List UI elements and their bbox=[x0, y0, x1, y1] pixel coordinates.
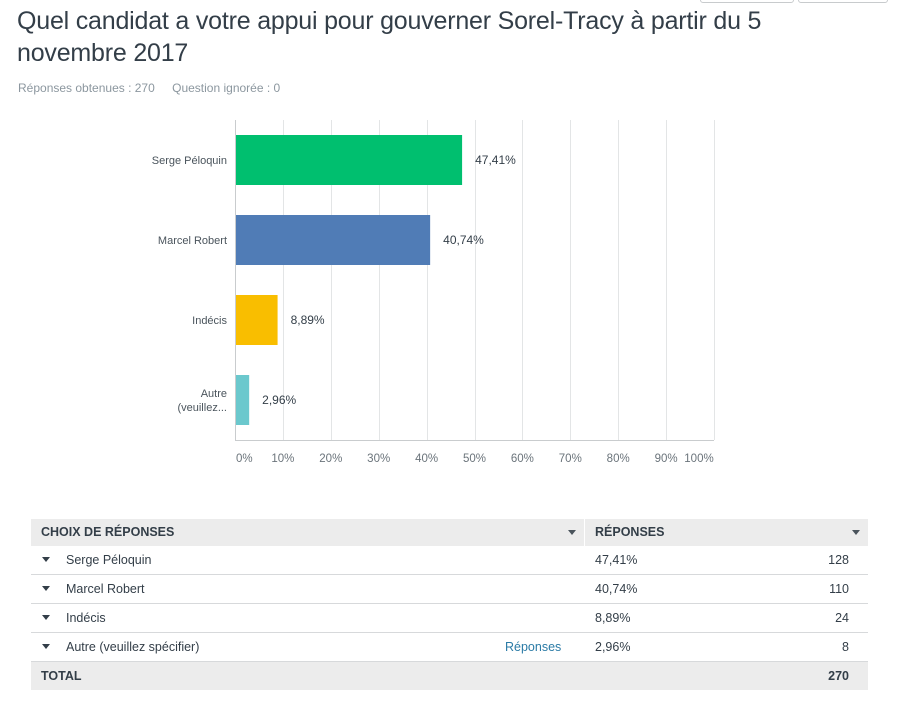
row-count: 8 bbox=[842, 640, 849, 654]
bar bbox=[236, 135, 463, 185]
results-table: CHOIX DE RÉPONSES RÉPONSES Serge Péloqui… bbox=[31, 519, 868, 690]
row-choice: Serge Péloquin bbox=[66, 553, 152, 567]
x-tick-label: 0% bbox=[236, 453, 253, 465]
x-tick-label: 50% bbox=[463, 453, 486, 465]
expand-caret-icon[interactable] bbox=[42, 615, 50, 620]
x-tick-label: 30% bbox=[367, 453, 390, 465]
category-label: (veuillez... bbox=[177, 402, 227, 414]
x-tick-label: 90% bbox=[655, 453, 678, 465]
header-responses[interactable]: RÉPONSES bbox=[595, 525, 665, 539]
table-row: Autre (veuillez spécifier) Réponses 2,96… bbox=[31, 633, 868, 662]
toolbar-button-2[interactable] bbox=[798, 0, 888, 3]
x-tick-label: 20% bbox=[319, 453, 342, 465]
chart-bars bbox=[236, 135, 463, 425]
value-label: 2,96% bbox=[262, 393, 296, 407]
x-tick-label: 60% bbox=[511, 453, 534, 465]
toolbar-button-1[interactable] bbox=[700, 0, 794, 3]
row-count: 128 bbox=[828, 553, 849, 567]
question-stats: Réponses obtenues : 270 Question ignorée… bbox=[18, 81, 294, 95]
table-header: CHOIX DE RÉPONSES RÉPONSES bbox=[31, 519, 868, 546]
value-label: 8,89% bbox=[291, 313, 325, 327]
row-percent: 8,89% bbox=[595, 611, 631, 625]
expand-caret-icon[interactable] bbox=[42, 644, 50, 649]
question-title: Quel candidat a votre appui pour gouvern… bbox=[17, 7, 762, 67]
x-tick-label: 10% bbox=[271, 453, 294, 465]
total-row: TOTAL 270 bbox=[31, 662, 868, 690]
total-count: 270 bbox=[828, 669, 849, 683]
row-percent: 47,41% bbox=[595, 553, 638, 567]
row-percent: 2,96% bbox=[595, 640, 631, 654]
expand-caret-icon[interactable] bbox=[42, 557, 50, 562]
row-count: 24 bbox=[835, 611, 849, 625]
responses-obtained: Réponses obtenues : 270 bbox=[18, 81, 155, 95]
value-label: 47,41% bbox=[475, 153, 516, 167]
table-row: Serge Péloquin 47,41% 128 bbox=[31, 546, 868, 575]
x-tick-label: 100% bbox=[684, 453, 713, 465]
row-percent: 40,74% bbox=[595, 582, 638, 596]
category-label: Indécis bbox=[192, 315, 227, 327]
header-divider bbox=[584, 519, 585, 546]
chart-value-labels: 47,41% 40,74% 8,89% 2,96% bbox=[262, 153, 516, 407]
bar-chart: Serge Péloquin Marcel Robert Indécis Autre (… bbox=[152, 120, 715, 465]
x-tick-label: 80% bbox=[607, 453, 630, 465]
value-label: 40,74% bbox=[443, 233, 484, 247]
bar bbox=[236, 215, 431, 265]
x-tick-label: 40% bbox=[415, 453, 438, 465]
question-skipped: Question ignorée : 0 bbox=[172, 81, 281, 95]
chart-category-labels: Serge Péloquin Marcel Robert Indécis Autre (… bbox=[152, 155, 228, 414]
row-choice: Indécis bbox=[66, 611, 106, 625]
table-row: Marcel Robert 40,74% 110 bbox=[31, 575, 868, 604]
sort-responses-caret-icon[interactable] bbox=[852, 530, 860, 535]
header-choices[interactable]: CHOIX DE RÉPONSES bbox=[41, 525, 175, 539]
row-choice: Marcel Robert bbox=[66, 582, 145, 596]
row-count: 110 bbox=[829, 582, 849, 596]
row-choice: Autre (veuillez spécifier) bbox=[66, 640, 200, 654]
chart-grid bbox=[235, 120, 715, 441]
category-label: Marcel Robert bbox=[158, 235, 227, 247]
category-label: Autre bbox=[201, 388, 227, 400]
bar bbox=[236, 295, 278, 345]
table-row: Indécis 8,89% 24 bbox=[31, 604, 868, 633]
responses-link[interactable]: Réponses bbox=[505, 640, 562, 654]
expand-caret-icon[interactable] bbox=[42, 586, 50, 591]
bar bbox=[236, 375, 250, 425]
x-tick-label: 70% bbox=[559, 453, 582, 465]
category-label: Serge Péloquin bbox=[152, 155, 227, 167]
sort-choices-caret-icon[interactable] bbox=[568, 530, 576, 535]
total-label: TOTAL bbox=[41, 669, 82, 683]
chart-x-ticks: 0% 10% 20% 30% 40% 50% 60% 70% 80% 90% 100% bbox=[236, 453, 714, 465]
